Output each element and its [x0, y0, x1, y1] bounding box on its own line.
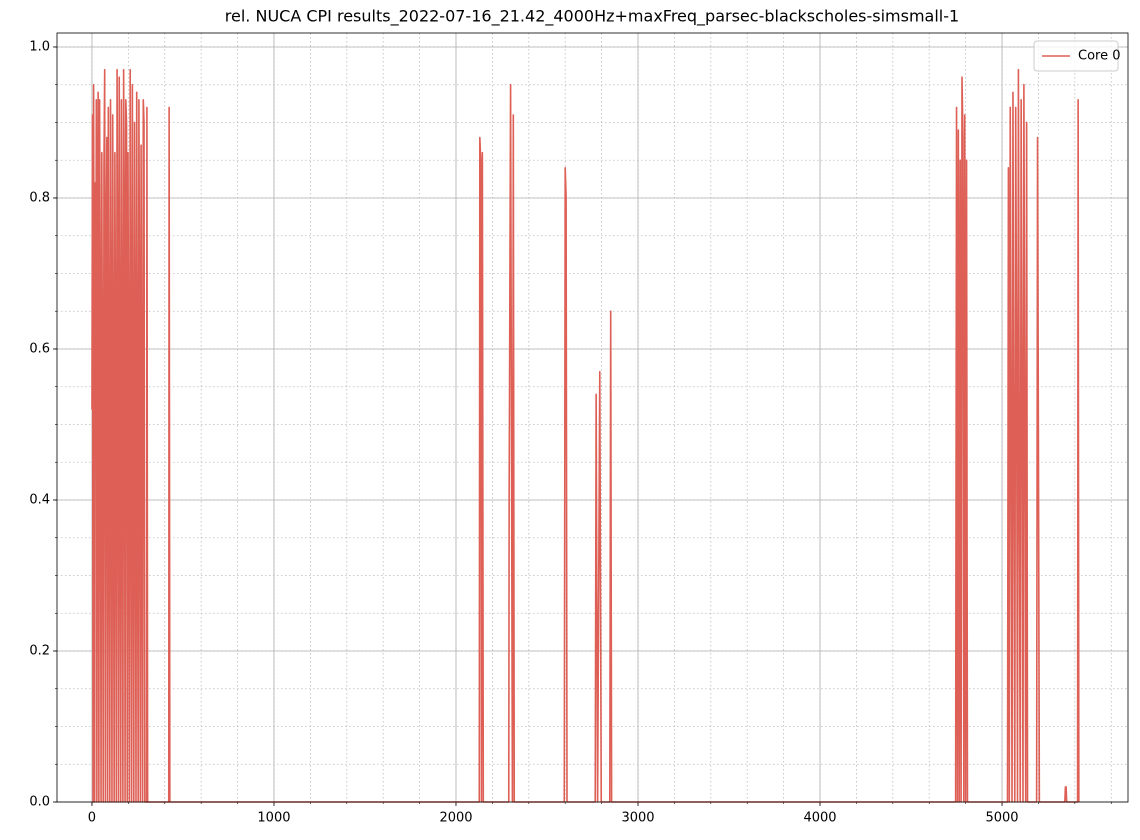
x-tick-label: 4000	[803, 811, 836, 826]
y-tick-label: 0.2	[29, 643, 50, 658]
x-tick-label: 1000	[257, 811, 290, 826]
x-tick-label: 2000	[439, 811, 472, 826]
y-tick-label: 0.4	[29, 492, 50, 507]
y-tick-label: 0.6	[29, 341, 50, 356]
data-line	[91, 68, 1080, 803]
y-tick-label: 0.0	[29, 795, 50, 810]
legend-box	[1033, 40, 1119, 72]
y-tick-label: 0.8	[29, 190, 50, 205]
plot-frame	[56, 32, 1129, 803]
y-tick-label: 1.0	[29, 39, 50, 54]
x-tick-label: 0	[88, 811, 96, 826]
x-tick-label: 3000	[621, 811, 654, 826]
x-tick-label: 5000	[985, 811, 1018, 826]
chart-title: rel. NUCA CPI results_2022-07-16_21.42_4…	[225, 7, 959, 27]
legend-label: Core 0	[1078, 49, 1121, 64]
